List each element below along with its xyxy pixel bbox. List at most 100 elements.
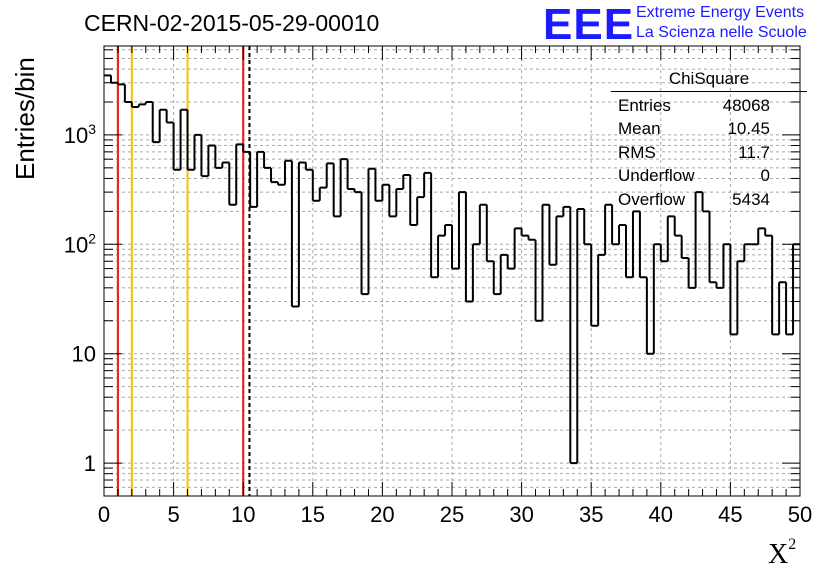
histogram-bin	[325, 162, 334, 188]
histogram-bin	[409, 175, 418, 227]
histogram-bin	[353, 189, 362, 194]
histogram-bin	[611, 204, 620, 246]
histogram-bin	[638, 211, 647, 279]
histogram-bin	[332, 163, 341, 218]
histogram-bin	[137, 103, 146, 107]
histogram-bin	[388, 184, 397, 218]
histogram-bin	[708, 211, 717, 284]
eee-logo: EEE	[543, 0, 635, 49]
histogram-bin	[701, 192, 710, 213]
x-tick-label: 25	[440, 502, 464, 527]
histogram-bin	[771, 235, 780, 336]
reference-lines	[116, 46, 251, 496]
histogram-bin	[562, 205, 571, 217]
histogram-bin	[513, 227, 522, 269]
histogram-bin	[228, 162, 237, 206]
histogram-bin	[680, 235, 689, 259]
x-tick-label: 45	[718, 502, 742, 527]
histogram-bin	[631, 210, 640, 278]
histogram-bin	[715, 282, 724, 289]
logo-line-1: Extreme Energy Events	[636, 4, 805, 21]
x-tick-label: 30	[509, 502, 533, 527]
histogram-bin	[625, 225, 633, 279]
histogram-bin	[256, 150, 265, 207]
histogram-bin	[590, 244, 599, 327]
histogram-bin	[527, 235, 536, 241]
stats-row-mean: Mean 10.45	[611, 117, 807, 140]
histogram-bin	[736, 260, 745, 335]
histogram-bin	[757, 227, 766, 245]
histogram-bin	[283, 159, 292, 185]
histogram-bin	[764, 228, 773, 237]
histogram-bin	[694, 191, 703, 288]
histogram-bin	[492, 261, 501, 296]
logo-line-2: La Scienza nelle Scuole	[636, 24, 807, 41]
histogram-bin	[311, 169, 320, 202]
y-tick-exponent: 3	[88, 121, 96, 137]
histogram-bin	[464, 192, 473, 303]
y-tick-base: 1	[84, 451, 96, 476]
histogram-bin	[395, 188, 404, 217]
histogram-bin	[186, 109, 195, 171]
stats-label: Overflow	[618, 189, 686, 209]
y-tick-base: 10	[72, 342, 96, 367]
histogram-bin	[200, 134, 209, 178]
stats-label: Underflow	[618, 166, 695, 186]
histogram-bin	[158, 108, 167, 143]
stats-value: 10.45	[727, 119, 770, 139]
histogram-bin	[277, 182, 285, 186]
histogram-bin	[263, 151, 272, 169]
histogram-bin	[555, 215, 564, 265]
histogram-bin	[123, 84, 132, 103]
histogram-bin	[673, 216, 682, 237]
histogram-bin	[207, 144, 216, 177]
stats-row-rms: RMS 11.7	[611, 141, 807, 164]
histogram-bin	[165, 109, 174, 124]
histogram-bin	[346, 159, 355, 191]
x-tick-label: 15	[301, 502, 325, 527]
histogram-bin	[144, 100, 153, 105]
histogram-bin	[151, 101, 160, 144]
histogram-bin	[520, 228, 529, 237]
stats-label: RMS	[618, 142, 656, 162]
histogram-bin	[604, 203, 613, 255]
stats-box: ChiSquare Entries 48068 Mean 10.45 RMS 11.7…	[611, 68, 807, 211]
histogram-bin	[666, 215, 675, 262]
histogram-bin	[444, 224, 452, 236]
histogram-bin	[569, 206, 578, 465]
histogram-bin	[339, 158, 348, 217]
x-axis-label-exponent: 2	[788, 536, 797, 553]
x-tick-label: 5	[167, 502, 179, 527]
histogram-bin	[645, 277, 654, 355]
y-tick-label: 103	[64, 121, 96, 148]
stats-row-entries: Entries 48068	[611, 94, 807, 117]
x-axis-label: X2	[768, 536, 796, 571]
histogram-bin	[597, 253, 606, 326]
histogram-bin	[583, 209, 592, 246]
histogram-bin	[179, 108, 188, 170]
histogram-bin	[618, 224, 626, 245]
histogram-bin	[172, 122, 181, 171]
histogram-series	[104, 74, 800, 465]
histogram-bin	[471, 243, 480, 302]
histogram-bin	[214, 145, 223, 169]
chart-title: CERN-02-2015-05-29-00010	[84, 10, 380, 36]
histogram-bin	[270, 167, 278, 184]
histogram-bin	[437, 234, 446, 278]
histogram-bin	[478, 203, 487, 245]
histogram-bin	[534, 239, 543, 322]
y-tick-base: 10	[64, 123, 88, 148]
x-tick-label: 20	[370, 502, 394, 527]
histogram-bin	[687, 257, 696, 289]
histogram-bin	[242, 144, 251, 153]
stats-row-underflow: Underflow 0	[611, 164, 807, 187]
histogram-bin	[457, 191, 466, 269]
stats-label: Mean	[618, 119, 661, 139]
histogram-bin	[541, 203, 550, 321]
x-tick-label: 40	[649, 502, 673, 527]
stats-value: 48068	[722, 96, 770, 115]
histogram-bin	[722, 243, 731, 288]
x-tick-label: 50	[788, 502, 812, 527]
stats-title: ChiSquare	[611, 68, 807, 92]
